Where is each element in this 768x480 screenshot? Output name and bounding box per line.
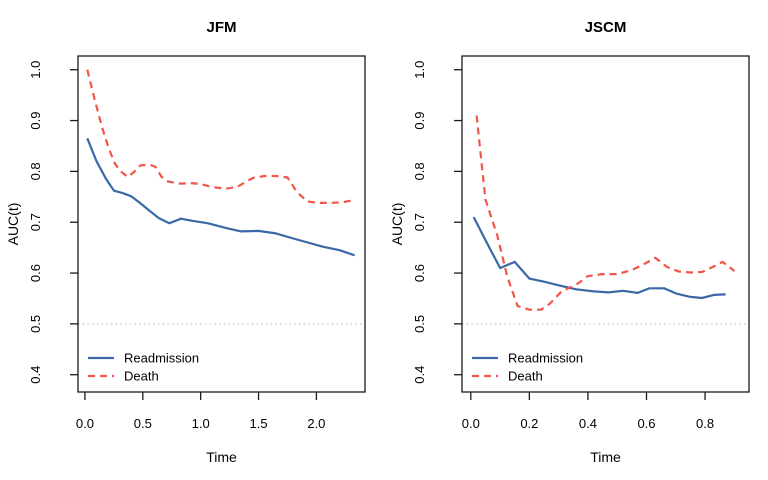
x-tick-label: 0.0: [76, 416, 94, 431]
plot-box: [77, 55, 366, 393]
panel-title-jscm: JSCM: [585, 19, 627, 36]
x-tick-label: 2.0: [307, 416, 325, 431]
y-axis-title: AUC(t): [389, 203, 405, 246]
jfm-death-line: [86, 69, 355, 204]
legend-label-death: Death: [124, 369, 159, 384]
y-tick-label: 0.6: [28, 264, 43, 282]
x-tick-label: 0.2: [520, 416, 538, 431]
plot-svg-jscm: 0.0 0.2 0.4 0.6 0.8 0.4 0.5 0.6 0.7 0.8 0.9 1.0 JSCM…: [389, 19, 750, 465]
x-tick-label: 0.0: [462, 416, 480, 431]
y-tick-label: 1.0: [28, 61, 43, 79]
y-tick-label: 0.9: [412, 112, 427, 130]
y-tick-label: 0.5: [412, 315, 427, 333]
legend-label-death: Death: [508, 369, 543, 384]
plot-svg-jfm: 0.0 0.5 1.0 1.5 2.0 0.4 0.5 0.6 0.7 0.8 0.9 1.0 JFM A…: [5, 19, 366, 465]
panel-jscm: 0.0 0.2 0.4 0.6 0.8 0.4 0.5 0.6 0.7 0.8 0.9 1.0 JSCM…: [384, 0, 768, 480]
y-tick-label: 0.4: [28, 366, 43, 384]
jscm-death-line: [475, 115, 736, 311]
y-tick-label: 0.6: [412, 264, 427, 282]
jfm-readmission-line: [86, 137, 355, 257]
jscm-readmission-line: [472, 216, 726, 300]
y-tick-label: 0.4: [412, 366, 427, 384]
x-tick-label: 0.4: [579, 416, 597, 431]
y-tick-label: 1.0: [412, 61, 427, 79]
x-tick-label: 0.6: [637, 416, 655, 431]
y-tick-label: 0.5: [28, 315, 43, 333]
x-tick-label: 1.5: [249, 416, 267, 431]
x-axis-title: Time: [590, 449, 621, 465]
legend-label-readmission: Readmission: [124, 351, 199, 366]
panel-jfm: 0.0 0.5 1.0 1.5 2.0 0.4 0.5 0.6 0.7 0.8 0.9 1.0 JFM A…: [5, 19, 366, 465]
x-tick-label: 1.0: [192, 416, 210, 431]
y-axis-title: AUC(t): [5, 203, 21, 246]
x-tick-label: 0.5: [134, 416, 152, 431]
legend-label-readmission: Readmission: [508, 351, 583, 366]
y-tick-label: 0.7: [412, 213, 427, 231]
panel-title-jfm: JFM: [207, 19, 237, 36]
y-tick-label: 0.7: [28, 213, 43, 231]
y-tick-label: 0.9: [28, 112, 43, 130]
plot-box: [461, 55, 750, 393]
y-tick-label: 0.8: [412, 162, 427, 180]
x-tick-label: 0.8: [696, 416, 714, 431]
x-axis-title: Time: [206, 449, 237, 465]
y-tick-label: 0.8: [28, 162, 43, 180]
